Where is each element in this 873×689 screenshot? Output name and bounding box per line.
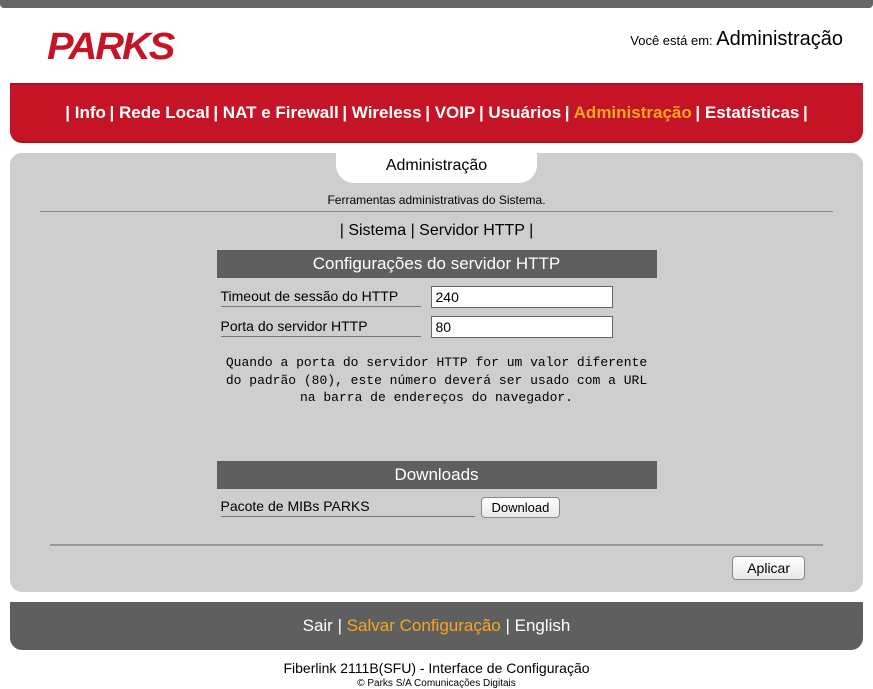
subnav-sistema[interactable]: Sistema xyxy=(348,222,406,239)
port-label: Porta do servidor HTTP xyxy=(221,318,421,337)
downloads-panel: Downloads Pacote de MIBs PARKS Download xyxy=(217,461,657,528)
mib-label: Pacote de MIBs PARKS xyxy=(221,498,475,517)
logo: PARKS xyxy=(47,26,173,69)
port-note: Quando a porta do servidor HTTP for um v… xyxy=(217,354,657,407)
apply-row: Aplicar xyxy=(40,556,833,580)
download-button[interactable]: Download xyxy=(481,497,561,518)
tab-holder: Administração xyxy=(10,153,863,183)
content-area: Administração Ferramentas administrativa… xyxy=(10,153,863,592)
save-config-link[interactable]: Salvar Configuração xyxy=(347,616,501,635)
subnav-servidor-http[interactable]: Servidor HTTP xyxy=(419,222,525,239)
downloads-header: Downloads xyxy=(217,461,657,489)
port-input[interactable] xyxy=(431,316,613,338)
timeout-input[interactable] xyxy=(431,286,613,308)
english-link[interactable]: English xyxy=(515,616,571,635)
nav-administracao[interactable]: Administração xyxy=(574,103,692,122)
footer-copyright: © Parks S/A Comunicações Digitais xyxy=(0,678,873,689)
row-timeout: Timeout de sessão do HTTP xyxy=(221,286,653,308)
row-port: Porta do servidor HTTP xyxy=(221,316,653,338)
nav-wireless[interactable]: Wireless xyxy=(352,103,422,122)
main-nav: | Info | Rede Local | NAT e Firewall | W… xyxy=(10,83,863,143)
nav-voip[interactable]: VOIP xyxy=(435,103,476,122)
breadcrumb: Você está em: Administração xyxy=(630,28,843,51)
logout-link[interactable]: Sair xyxy=(303,616,333,635)
header: PARKS Você está em: Administração xyxy=(0,8,873,83)
nav-usuarios[interactable]: Usuários xyxy=(488,103,561,122)
tab-title: Administração xyxy=(336,151,537,183)
footer-bar: Sair | Salvar Configuração | English xyxy=(10,602,863,650)
nav-estatisticas[interactable]: Estatísticas xyxy=(705,103,800,122)
breadcrumb-prefix: Você está em: xyxy=(630,33,712,48)
top-decorative-bar xyxy=(0,0,873,8)
nav-nat-firewall[interactable]: NAT e Firewall xyxy=(223,103,339,122)
divider xyxy=(40,211,833,212)
http-panel-header: Configurações do servidor HTTP xyxy=(217,250,657,278)
nav-info[interactable]: Info xyxy=(75,103,106,122)
breadcrumb-current: Administração xyxy=(716,28,843,50)
apply-button[interactable]: Aplicar xyxy=(732,556,805,580)
row-mib: Pacote de MIBs PARKS Download xyxy=(217,489,657,528)
page-subtitle: Ferramentas administrativas do Sistema. xyxy=(40,193,833,207)
timeout-label: Timeout de sessão do HTTP xyxy=(221,288,421,307)
nav-rede-local[interactable]: Rede Local xyxy=(119,103,210,122)
footer-product: Fiberlink 2111B(SFU) - Interface de Conf… xyxy=(0,660,873,676)
http-config-panel: Configurações do servidor HTTP Timeout d… xyxy=(217,250,657,338)
sub-nav: | Sistema | Servidor HTTP | xyxy=(40,222,833,240)
bottom-divider xyxy=(50,544,823,546)
